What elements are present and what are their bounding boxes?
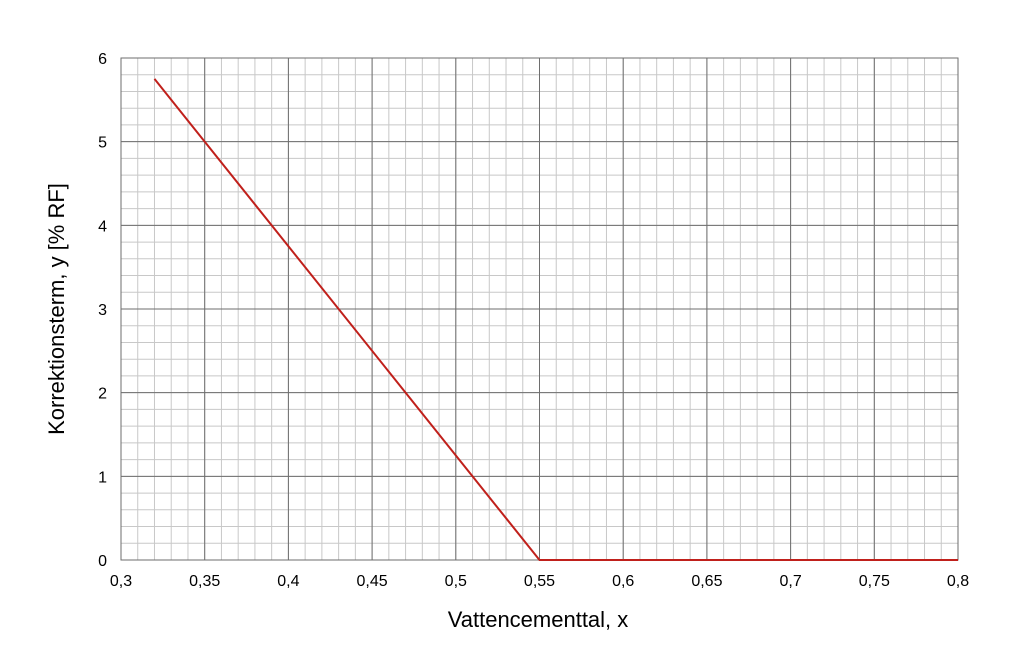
series-layer [153,78,958,561]
y-axis-title: Korrektionsterm, y [% RF] [44,183,69,435]
y-tick-label: 0 [98,553,107,570]
x-tick-label: 0,6 [612,573,634,590]
y-tick-labels: 0 1 2 3 4 5 6 [98,51,107,570]
series-line [153,78,958,561]
x-tick-label: 0,75 [859,573,890,590]
y-tick-label: 6 [98,51,107,68]
y-tick-label: 5 [98,135,107,152]
x-tick-label: 0,7 [779,573,801,590]
y-tick-label: 2 [98,386,107,403]
x-tick-label: 0,45 [357,573,388,590]
x-tick-label: 0,4 [277,573,299,590]
x-tick-label: 0,55 [524,573,555,590]
x-tick-labels: 0,3 0,35 0,4 0,45 0,5 0,55 0,6 0,65 0,7 0,75 0,8 [110,573,969,590]
major-grid [120,57,959,561]
x-tick-label: 0,65 [691,573,722,590]
x-tick-label: 0,3 [110,573,132,590]
x-axis-title: Vattencementtal, x [448,607,629,632]
x-tick-label: 0,35 [189,573,220,590]
y-tick-label: 1 [98,469,107,486]
y-tick-label: 4 [98,218,107,235]
y-tick-label: 3 [98,302,107,319]
x-tick-label: 0,8 [947,573,969,590]
x-tick-label: 0,5 [445,573,467,590]
